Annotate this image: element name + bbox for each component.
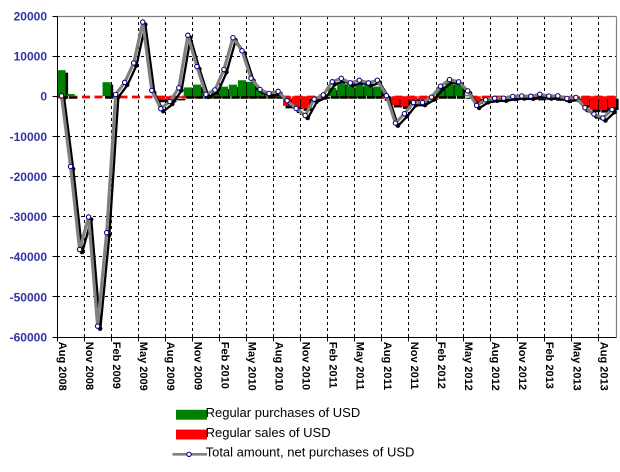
svg-text:May 2012: May 2012 xyxy=(462,342,474,391)
svg-text:-60000: -60000 xyxy=(10,330,48,344)
svg-text:Total amount, net purchases of: Total amount, net purchases of USD xyxy=(206,445,415,460)
svg-text:Nov 2012: Nov 2012 xyxy=(516,342,528,390)
svg-text:-10000: -10000 xyxy=(10,130,48,144)
svg-text:Nov 2009: Nov 2009 xyxy=(191,342,203,390)
svg-text:Aug 2011: Aug 2011 xyxy=(381,342,393,390)
svg-text:Feb 2011: Feb 2011 xyxy=(327,342,339,388)
svg-text:-50000: -50000 xyxy=(10,290,48,304)
svg-text:-30000: -30000 xyxy=(10,210,48,224)
svg-text:Aug 2008: Aug 2008 xyxy=(56,342,68,391)
svg-text:Nov 2008: Nov 2008 xyxy=(83,342,95,390)
svg-text:Feb 2010: Feb 2010 xyxy=(218,342,230,389)
svg-text:Aug 2012: Aug 2012 xyxy=(489,342,501,391)
svg-text:20000: 20000 xyxy=(14,9,48,23)
svg-text:0: 0 xyxy=(40,90,47,104)
svg-text:Regular sales of USD: Regular sales of USD xyxy=(206,425,331,440)
svg-text:May 2011: May 2011 xyxy=(354,342,366,390)
svg-text:May 2009: May 2009 xyxy=(137,342,149,391)
svg-text:Aug 2010: Aug 2010 xyxy=(273,342,285,391)
svg-text:Feb 2009: Feb 2009 xyxy=(110,342,122,389)
svg-text:Nov 2010: Nov 2010 xyxy=(300,342,312,390)
svg-text:-20000: -20000 xyxy=(10,170,48,184)
svg-text:Regular purchases of USD: Regular purchases of USD xyxy=(206,405,361,420)
svg-text:Aug 2013: Aug 2013 xyxy=(597,342,609,391)
svg-text:Feb 2012: Feb 2012 xyxy=(435,342,447,389)
svg-text:May 2010: May 2010 xyxy=(245,342,257,391)
svg-text:Feb 2013: Feb 2013 xyxy=(543,342,555,389)
svg-text:Aug 2009: Aug 2009 xyxy=(164,342,176,391)
svg-text:-40000: -40000 xyxy=(10,250,48,264)
svg-text:10000: 10000 xyxy=(14,50,48,64)
svg-text:May 2013: May 2013 xyxy=(570,342,582,391)
svg-text:Nov 2011: Nov 2011 xyxy=(408,342,420,390)
